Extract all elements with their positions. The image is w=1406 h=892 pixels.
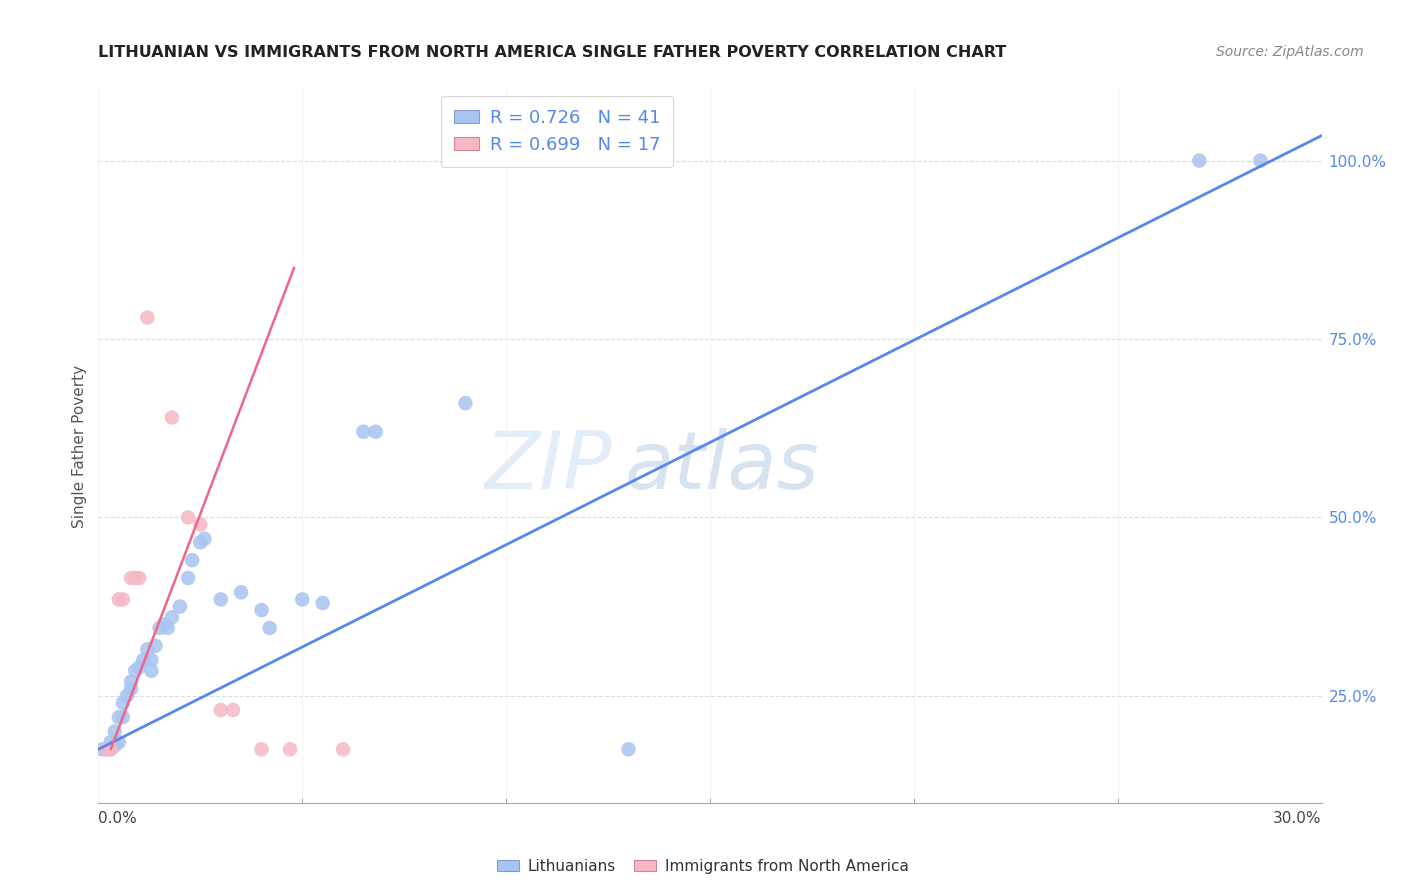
Point	[141, 653, 163, 667]
Point	[617, 742, 640, 756]
Point	[188, 517, 212, 532]
Point	[108, 592, 131, 607]
Text: 30.0%: 30.0%	[1274, 812, 1322, 826]
Point	[111, 592, 134, 607]
Point	[128, 660, 150, 674]
Point	[312, 596, 335, 610]
Point	[136, 642, 159, 657]
Point	[1188, 153, 1211, 168]
Point	[352, 425, 374, 439]
Point	[96, 742, 118, 756]
Legend: Lithuanians, Immigrants from North America: Lithuanians, Immigrants from North Ameri…	[491, 853, 915, 880]
Point	[141, 664, 163, 678]
Point	[152, 617, 174, 632]
Point	[96, 742, 118, 756]
Point	[111, 710, 134, 724]
Point	[156, 621, 179, 635]
Point	[104, 724, 127, 739]
Point	[454, 396, 477, 410]
Point	[120, 571, 142, 585]
Point	[115, 689, 138, 703]
Point	[160, 610, 183, 624]
Text: atlas: atlas	[624, 428, 820, 507]
Point	[169, 599, 191, 614]
Text: 0.0%: 0.0%	[98, 812, 138, 826]
Point	[120, 681, 142, 696]
Point	[209, 592, 232, 607]
Point	[108, 735, 131, 749]
Y-axis label: Single Father Poverty: Single Father Poverty	[72, 365, 87, 527]
Point	[177, 571, 200, 585]
Point	[188, 535, 212, 549]
Point	[259, 621, 281, 635]
Point	[111, 696, 134, 710]
Point	[120, 674, 142, 689]
Point	[145, 639, 167, 653]
Point	[124, 664, 146, 678]
Point	[222, 703, 245, 717]
Point	[181, 553, 204, 567]
Point	[100, 742, 122, 756]
Point	[104, 739, 127, 753]
Point	[332, 742, 354, 756]
Point	[177, 510, 200, 524]
Text: Source: ZipAtlas.com: Source: ZipAtlas.com	[1216, 45, 1364, 59]
Point	[209, 703, 232, 717]
Point	[278, 742, 301, 756]
Point	[250, 742, 273, 756]
Point	[231, 585, 253, 599]
Point	[100, 742, 122, 756]
Point	[364, 425, 387, 439]
Point	[128, 571, 150, 585]
Text: LITHUANIAN VS IMMIGRANTS FROM NORTH AMERICA SINGLE FATHER POVERTY CORRELATION CH: LITHUANIAN VS IMMIGRANTS FROM NORTH AMER…	[98, 45, 1007, 60]
Point	[1249, 153, 1271, 168]
Point	[250, 603, 273, 617]
Point	[124, 571, 146, 585]
Legend: R = 0.726   N = 41, R = 0.699   N = 17: R = 0.726 N = 41, R = 0.699 N = 17	[441, 96, 673, 167]
Point	[132, 653, 155, 667]
Point	[291, 592, 314, 607]
Point	[136, 310, 159, 325]
Point	[193, 532, 215, 546]
Text: ZIP: ZIP	[485, 428, 612, 507]
Point	[91, 742, 114, 756]
Point	[108, 710, 131, 724]
Point	[160, 410, 183, 425]
Point	[149, 621, 172, 635]
Point	[100, 735, 122, 749]
